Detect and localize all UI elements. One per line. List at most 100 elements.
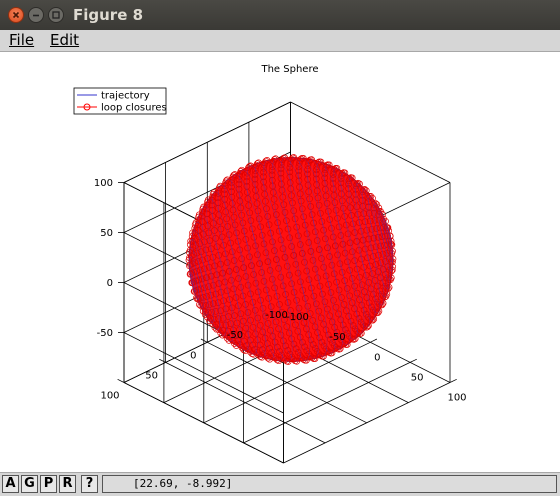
menu-file[interactable]: File [9, 31, 34, 50]
loop-closure-marker [260, 240, 268, 248]
loop-closure-marker [318, 218, 326, 225]
loop-closure-marker [348, 299, 356, 306]
loop-closure-marker [230, 257, 238, 264]
maximize-icon[interactable] [48, 7, 64, 23]
loop-closure-marker [273, 356, 281, 364]
autoscale-button[interactable]: A [2, 475, 19, 493]
loop-closure-marker [303, 325, 310, 333]
help-button[interactable]: ? [81, 475, 98, 493]
loop-closure-marker [334, 251, 341, 259]
loop-closure-marker [294, 349, 302, 356]
loop-closure-marker [252, 330, 259, 338]
loop-closure-marker [374, 282, 381, 290]
loop-closure-marker [258, 231, 266, 239]
loop-closure-marker [298, 354, 306, 362]
loop-closure-marker [346, 292, 354, 300]
menu-bar: File Edit [0, 30, 560, 52]
loop-closure-marker [215, 251, 223, 259]
trajectory-line [289, 157, 344, 350]
loop-closure-marker [214, 315, 222, 322]
loop-closure-marker [274, 219, 282, 227]
close-icon[interactable] [8, 7, 24, 23]
loop-closure-marker [384, 232, 391, 240]
loop-closure-marker [189, 229, 196, 237]
loop-closure-marker [249, 298, 257, 306]
loop-closure-marker [317, 352, 325, 359]
y-tick-mark [200, 338, 208, 343]
loop-closure-marker [262, 157, 270, 165]
loop-closure-marker [217, 329, 225, 337]
loop-closure-marker [323, 200, 331, 207]
loop-closure-marker [219, 331, 226, 339]
loop-closure-marker [341, 213, 349, 220]
loop-closure-marker [343, 285, 351, 292]
loop-closure-marker [349, 322, 357, 329]
loop-closure-marker [245, 164, 252, 172]
sphere-chart[interactable]: 100 50 0 -50 -100 100 50 0 -50 -100 100 50 0 -50 The … [0, 52, 560, 472]
loop-closure-marker [288, 192, 295, 199]
minimize-icon[interactable] [28, 7, 44, 23]
loop-closure-marker [204, 255, 211, 262]
loop-closure-marker [278, 351, 285, 359]
loop-closure-marker [258, 269, 266, 276]
loop-closure-marker [273, 292, 281, 300]
loop-closure-marker [322, 326, 330, 334]
loop-closure-marker [272, 318, 280, 326]
loop-closure-marker [242, 273, 250, 280]
menu-file-label: File [9, 31, 35, 49]
y-tick-label: 0 [190, 350, 196, 361]
loop-closure-marker [292, 345, 300, 352]
loop-closure-marker [249, 323, 257, 331]
loop-closure-marker [286, 234, 294, 242]
loop-closure-marker [289, 314, 297, 322]
grid-button[interactable]: G [21, 475, 38, 493]
loop-closure-marker [376, 224, 384, 232]
loop-closure-marker [328, 318, 336, 326]
pan-button[interactable]: P [40, 475, 57, 493]
loop-closure-marker [315, 246, 323, 253]
loop-closure-marker [213, 243, 221, 251]
loop-closure-marker [346, 204, 354, 211]
loop-closure-marker [277, 236, 285, 244]
loop-closure-marker [315, 350, 323, 358]
loop-closure-marker [210, 219, 217, 227]
loop-closure-marker [381, 282, 389, 290]
plot-area[interactable]: 100 50 0 -50 -100 100 50 0 -50 -100 100 50 0 -50 The … [0, 52, 560, 472]
loop-closure-marker [193, 295, 201, 303]
loop-closure-marker [320, 320, 327, 328]
loop-closure-marker [254, 160, 261, 167]
loop-closure-marker [220, 241, 228, 249]
loop-closure-marker [268, 275, 276, 283]
loop-closure-marker [230, 285, 238, 293]
loop-closure-marker [192, 219, 200, 227]
loop-closure-marker [207, 245, 215, 253]
loop-closure-marker [209, 190, 217, 198]
rotate-button[interactable]: R [59, 475, 76, 493]
loop-closure-marker [227, 320, 235, 327]
loop-closure-marker [334, 214, 341, 222]
loop-closure-marker [333, 278, 340, 286]
loop-closure-marker [230, 213, 238, 221]
menu-edit[interactable]: Edit [50, 31, 79, 50]
loop-closure-marker [288, 280, 296, 288]
loop-closure-marker [351, 229, 359, 236]
loop-closure-marker [225, 267, 233, 275]
loop-closure-marker [290, 154, 298, 161]
loop-closure-marker [355, 219, 363, 226]
loop-closure-marker [218, 233, 226, 241]
loop-closure-marker [313, 187, 321, 195]
loop-closure-marker [188, 279, 196, 287]
loop-closure-marker [268, 349, 276, 356]
loop-closure-marker [285, 329, 293, 337]
loop-closure-marker [217, 321, 225, 329]
loop-closure-marker [305, 188, 313, 196]
loop-closure-marker [327, 289, 335, 296]
trajectory-line [191, 230, 221, 330]
loop-closure-marker [321, 298, 329, 306]
loop-closure-marker [231, 221, 239, 229]
loop-closure-marker [222, 177, 230, 185]
loop-closure-marker [308, 156, 315, 163]
loop-closure-marker [254, 336, 262, 344]
loop-closure-marker [283, 323, 291, 330]
trajectory-line [190, 274, 196, 292]
